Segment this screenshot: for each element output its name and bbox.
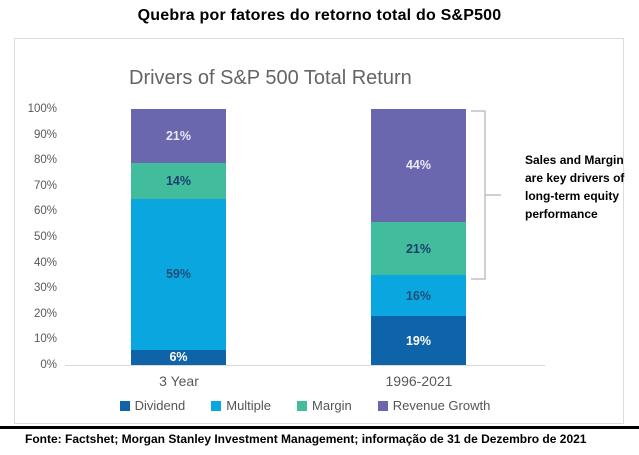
bar-segment-margin: 14% — [131, 162, 226, 199]
y-axis-tick-label: 10% — [33, 333, 57, 346]
annotation-line: performance — [525, 207, 598, 221]
chart-panel: Drivers of S&P 500 Total Return 6% 59% 14%… — [14, 38, 624, 424]
chart-title: Drivers of S&P 500 Total Return — [129, 67, 412, 89]
legend-item-margin: Margin — [297, 398, 352, 413]
bar-segment-value-label: 19% — [405, 333, 432, 348]
source-footer: Fonte: Factshet; Morgan Stanley Investme… — [0, 426, 639, 446]
bar-segment-value-label: 21% — [165, 128, 192, 143]
bar-segment-value-label: 6% — [169, 350, 188, 365]
legend-label: Revenue Growth — [392, 398, 491, 413]
bar-segment-revenue-growth: 21% — [131, 109, 226, 163]
annotation-text: Sales and Margin are key drivers of long… — [525, 151, 624, 223]
bracket-path — [471, 110, 486, 280]
y-axis-tick-label: 20% — [33, 307, 57, 320]
y-axis-tick-label: 80% — [33, 154, 57, 167]
annotation-line: long-term equity — [525, 189, 620, 203]
x-axis-label: 1996-2021 — [385, 373, 453, 389]
bar-segment-revenue-growth: 44% — [371, 109, 466, 222]
y-axis-tick-label: 70% — [33, 179, 57, 192]
legend-item-revenue-growth: Revenue Growth — [377, 398, 491, 413]
bar-segment-value-label: 44% — [405, 158, 432, 173]
legend-label: Dividend — [134, 398, 186, 413]
y-axis-tick-label: 40% — [33, 256, 57, 269]
bar-segment-dividend: 6% — [131, 349, 226, 365]
annotation-line: are key drivers of — [525, 171, 625, 185]
bar-segment-dividend: 19% — [371, 316, 466, 365]
y-axis-tick-label: 0% — [40, 359, 57, 371]
bar-segment-value-label: 16% — [405, 288, 432, 303]
y-axis-tick-label: 90% — [33, 128, 57, 141]
page-title: Quebra por fatores do retorno total do S… — [137, 7, 502, 24]
legend-item-dividend: Dividend — [119, 398, 186, 413]
legend-label: Margin — [312, 398, 352, 413]
legend-label: Multiple — [226, 398, 272, 413]
bar-segment-value-label: 21% — [405, 241, 432, 256]
bar-segment-value-label: 59% — [165, 267, 192, 282]
y-axis-tick-label: 100% — [27, 103, 57, 115]
legend-swatch-icon — [119, 400, 130, 411]
y-axis-tick-label: 50% — [33, 231, 57, 243]
x-axis-label: 3 Year — [159, 373, 199, 389]
stacked-bar-1996-2021: 19% 16% 21% 44% — [371, 109, 466, 365]
legend-swatch-icon — [297, 400, 308, 411]
legend-swatch-icon — [211, 400, 222, 411]
annotation-bracket-icon — [471, 110, 501, 280]
y-axis-tick-label: 30% — [33, 282, 57, 295]
legend: Dividend Multiple Margin Revenue Growth — [65, 398, 545, 413]
annotation-line: Sales and Margin — [525, 153, 624, 167]
bar-segment-multiple: 59% — [131, 198, 226, 350]
bar-segment-margin: 21% — [371, 221, 466, 276]
y-axis-tick-label: 60% — [33, 205, 57, 218]
bar-segment-multiple: 16% — [371, 275, 466, 317]
legend-item-multiple: Multiple — [211, 398, 271, 413]
bar-segment-value-label: 14% — [165, 173, 192, 188]
plot-area: 6% 59% 14% 21% 19% 16% 21% 44% 0% 10% 20% 30% 40% 5… — [28, 103, 545, 371]
stacked-bar-3-year: 6% 59% 14% 21% — [131, 109, 226, 365]
legend-swatch-icon — [377, 400, 388, 411]
